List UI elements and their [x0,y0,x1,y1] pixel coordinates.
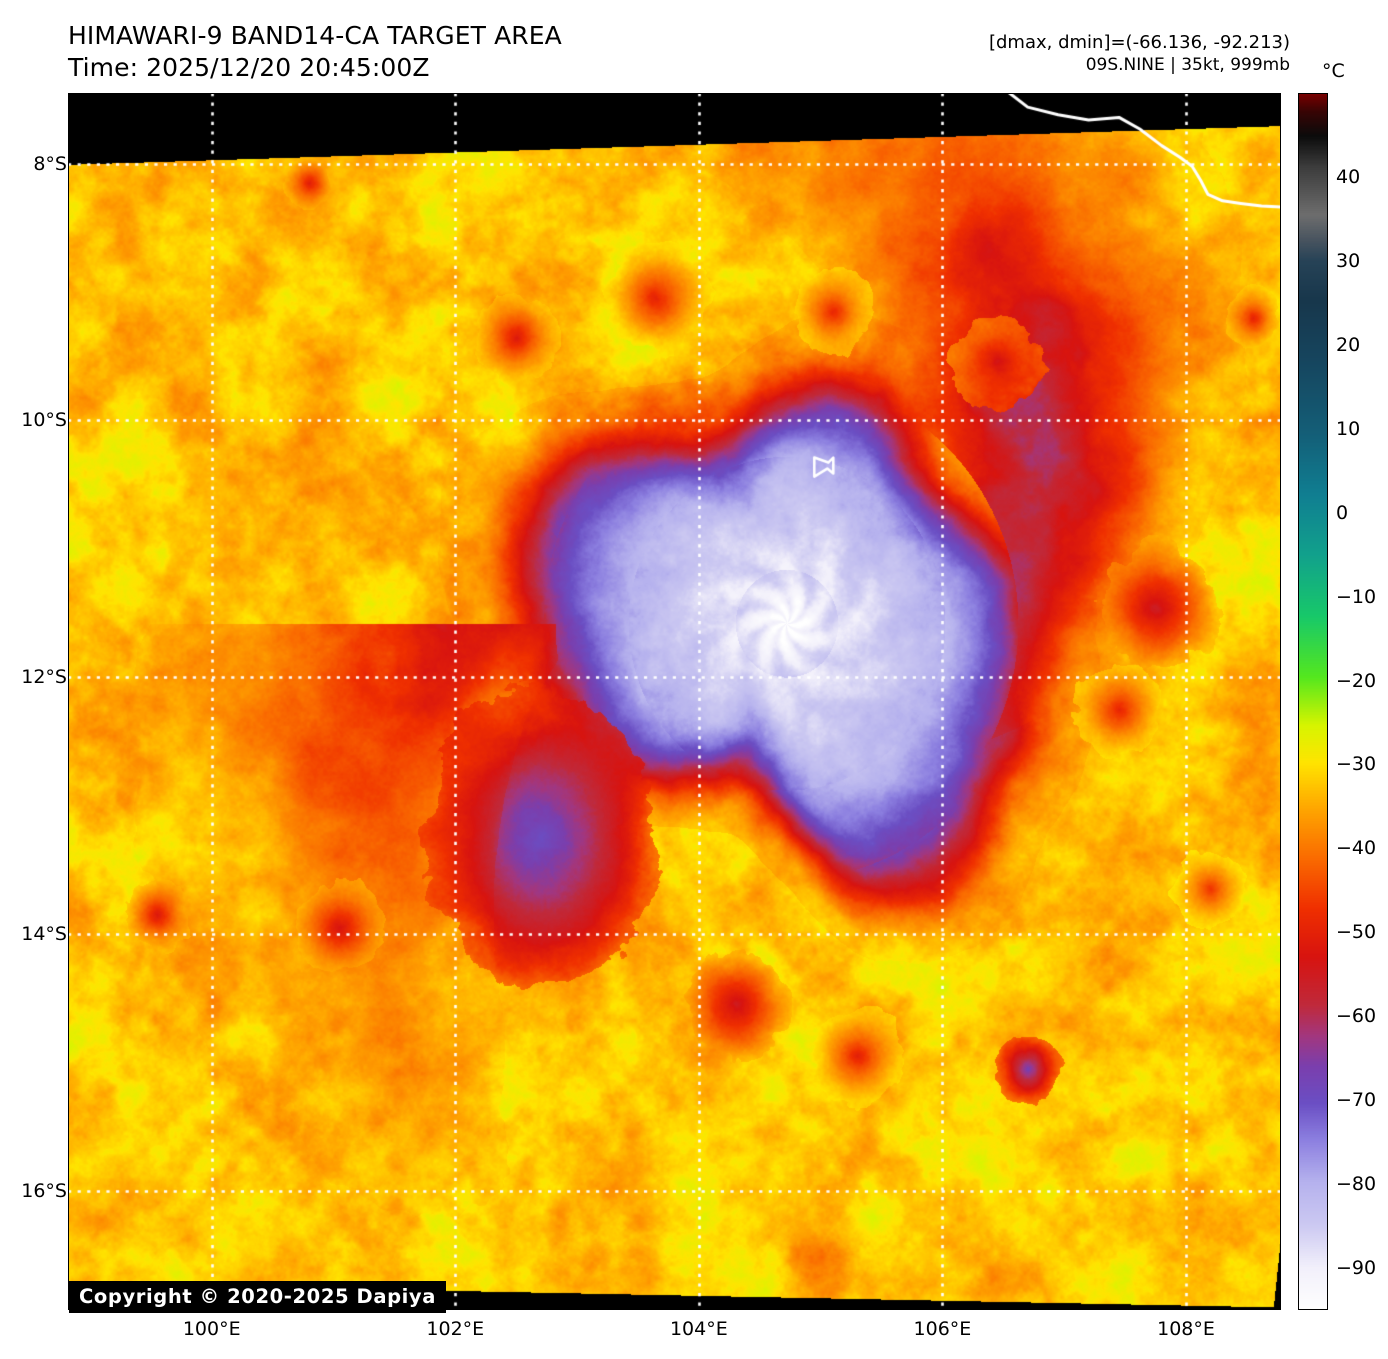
latitude-tick-1: 10°S [21,409,67,432]
longitude-tick-1: 102°E [426,1318,485,1340]
metadata-block: [dmax, dmin]=(-66.136, -92.213) 09S.NINE… [989,31,1290,76]
infrared-brightness-temperature-field [68,93,1281,1310]
latitude-tick-4: 16°S [21,1179,67,1202]
colorbar-tick-2: 20 [1336,333,1361,356]
colorbar-tick-13: −90 [1336,1257,1377,1280]
colorbar-tick-6: −20 [1336,669,1377,692]
colorbar-tick-9: −50 [1336,921,1377,944]
latitude-tick-0: 8°S [33,152,67,175]
longitude-tick-4: 108°E [1157,1318,1215,1340]
longitude-tick-3: 106°E [913,1318,972,1340]
observation-time: Time: 2025/12/20 20:45:00Z [68,53,430,82]
colorbar-tick-7: −30 [1336,753,1377,776]
longitude-tick-2: 104°E [669,1318,728,1340]
colorbar-tick-1: 30 [1336,249,1361,272]
colorbar-tick-3: 10 [1336,417,1361,440]
product-title: HIMAWARI-9 BAND14-CA TARGET AREA [68,21,562,50]
copyright-badge: Copyright © 2020-2025 Dapiya [69,1281,447,1313]
storm-info-text: 09S.NINE | 35kt, 999mb [1085,55,1290,76]
colorbar-gradient [1298,93,1328,1310]
longitude-tick-0: 100°E [182,1318,241,1340]
latitude-tick-2: 12°S [21,666,67,689]
colorbar-tick-4: 0 [1336,501,1349,524]
colorbar-unit-label: °C [1322,60,1345,82]
colorbar[interactable] [1298,93,1328,1310]
colorbar-tick-5: −10 [1336,585,1377,608]
colorbar-tick-0: 40 [1336,165,1361,188]
colorbar-tick-11: −70 [1336,1089,1377,1112]
latitude-tick-3: 14°S [21,922,67,945]
dmax-dmin-text: [dmax, dmin]=(-66.136, -92.213) [988,32,1290,53]
page-title: HIMAWARI-9 BAND14-CA TARGET AREA Time: 2… [68,20,562,84]
satellite-image-plot[interactable] [68,93,1281,1310]
colorbar-tick-12: −80 [1336,1173,1377,1196]
colorbar-tick-10: −60 [1336,1005,1377,1028]
colorbar-tick-8: −40 [1336,837,1377,860]
